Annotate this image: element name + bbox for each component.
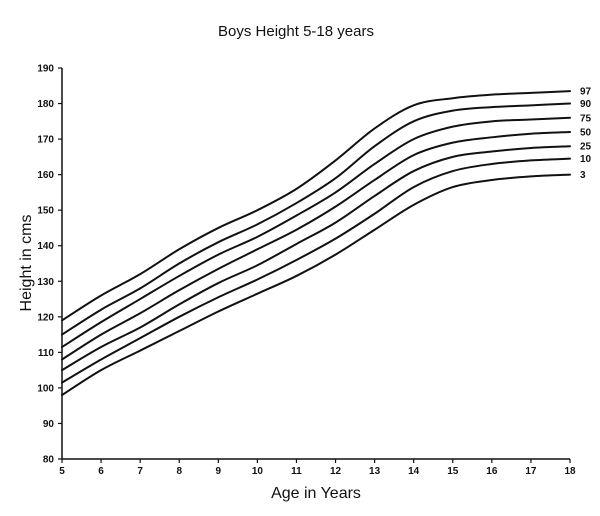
y-tick-label: 100 [37, 383, 54, 394]
y-tick-label: 80 [43, 455, 55, 466]
percentile-curve-25 [61, 145, 571, 372]
y-tick-label: 120 [37, 312, 54, 323]
y-tick-label: 190 [37, 64, 54, 75]
axes: 80 90 100 110 120 130 140 150 160 170 180 190 5 6 7 8 9 1… [37, 64, 576, 478]
x-tick-label: 10 [252, 466, 264, 477]
percentile-curve-50 [61, 130, 571, 361]
x-tick-label: 8 [176, 466, 182, 477]
chart-title: Boys Height 5-18 years [218, 23, 374, 40]
y-tick-label: 140 [37, 241, 54, 252]
x-tick-label: 18 [564, 466, 576, 477]
y-tick-label: 110 [38, 348, 55, 359]
x-axis-title: Age in Years [271, 485, 361, 502]
y-tick-label: 160 [37, 170, 54, 181]
x-tick-label: 17 [525, 466, 537, 477]
x-tick-label: 11 [291, 466, 302, 477]
y-tick-label: 90 [43, 419, 55, 430]
x-tick-label: 14 [408, 466, 420, 477]
percentile-label-25: 25 [580, 142, 592, 153]
x-tick-label: 15 [447, 466, 459, 477]
percentile-label-97: 97 [580, 87, 592, 98]
y-tick-label: 170 [37, 135, 54, 146]
percentile-curves [61, 90, 571, 397]
percentile-label-50: 50 [580, 127, 592, 138]
percentile-curve-10 [61, 157, 571, 384]
x-tick-label: 9 [216, 466, 222, 477]
percentile-curve-75 [61, 116, 571, 349]
x-tick-label: 7 [137, 466, 143, 477]
x-tick-label: 6 [98, 466, 104, 477]
percentile-label-75: 75 [580, 113, 592, 124]
percentile-curve-97 [61, 90, 571, 322]
y-tick-label: 150 [37, 206, 54, 217]
percentile-curve-3 [61, 173, 571, 397]
percentile-label-3: 3 [580, 170, 586, 181]
percentile-curve-90 [61, 102, 571, 336]
x-tick-label: 16 [486, 466, 498, 477]
y-tick-label: 130 [37, 277, 54, 288]
percentile-label-10: 10 [580, 154, 592, 165]
x-tick-label: 5 [59, 466, 65, 477]
x-tick-label: 13 [369, 466, 381, 477]
percentile-label-90: 90 [580, 99, 592, 110]
x-tick-label: 12 [330, 466, 342, 477]
y-axis-title: Height in cms [18, 215, 35, 312]
y-tick-label: 180 [37, 99, 54, 110]
